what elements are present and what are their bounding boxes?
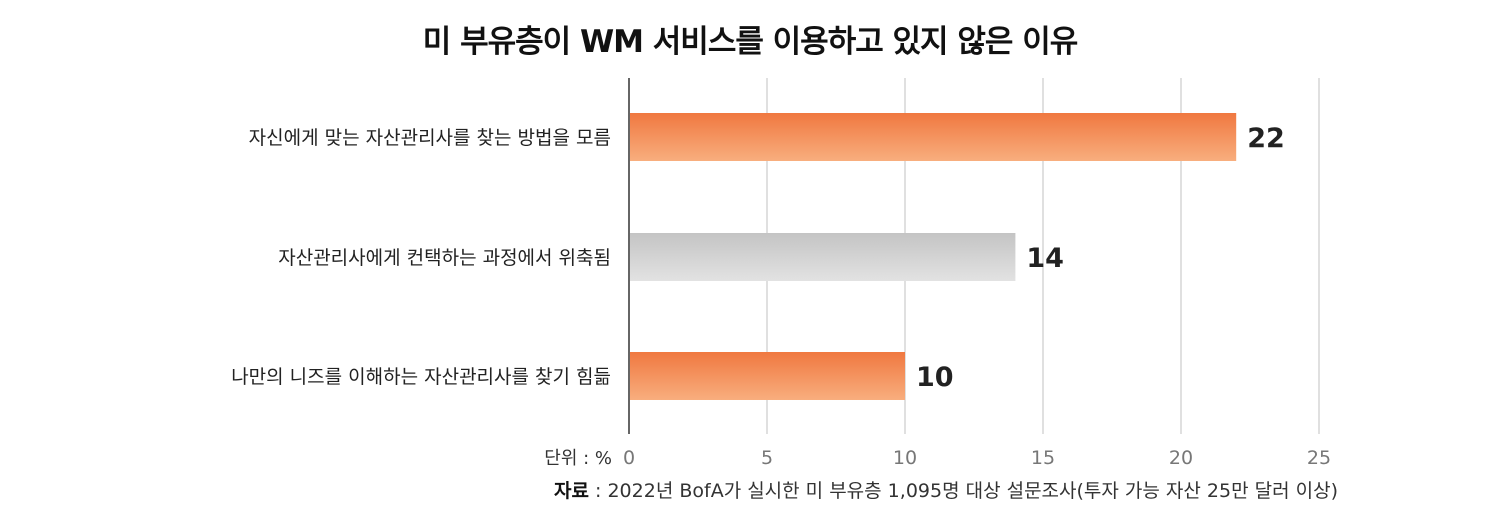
source-separator: : [588,480,608,502]
bar-value-label: 10 [916,362,954,393]
x-tick-label: 10 [893,447,917,469]
bar-value-label: 14 [1026,243,1064,274]
x-tick-label: 15 [1031,447,1055,469]
bar [629,113,1237,161]
x-tick-label: 0 [623,447,635,469]
category-label: 자신에게 맞는 자산관리사를 찾는 방법을 모름 [249,127,611,149]
category-label: 자산관리사에게 컨택하는 과정에서 위축됨 [278,247,611,269]
category-label: 나만의 니즈를 이해하는 자산관리사를 찾기 힘듦 [231,366,611,388]
bar [629,352,905,400]
x-tick-label: 25 [1307,447,1331,469]
x-tick-label: 5 [761,447,773,469]
bar-value-label: 22 [1247,123,1285,154]
unit-label: 단위 : % [544,448,612,469]
source-note: 자료 : 2022년 BofA가 실시한 미 부유층 1,095명 대상 설문조… [0,476,1338,503]
source-label: 자료 [554,480,589,502]
x-tick-label: 20 [1169,447,1193,469]
source-text: 2022년 BofA가 실시한 미 부유층 1,095명 대상 설문조사(투자 … [607,480,1338,502]
chart-title: 미 부유층이 WM 서비스를 이용하고 있지 않은 이유 [422,24,1078,60]
bar [629,233,1016,281]
